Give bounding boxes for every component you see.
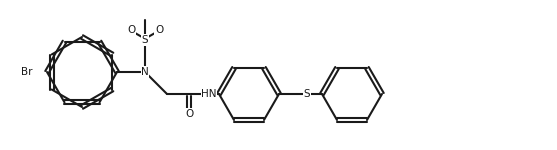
- Text: Br: Br: [22, 67, 33, 77]
- Text: O: O: [155, 25, 163, 35]
- Text: S: S: [304, 89, 310, 99]
- Text: N: N: [141, 67, 149, 77]
- Text: S: S: [141, 35, 148, 45]
- Text: O: O: [185, 109, 193, 119]
- Text: HN: HN: [201, 89, 217, 99]
- Text: O: O: [127, 25, 135, 35]
